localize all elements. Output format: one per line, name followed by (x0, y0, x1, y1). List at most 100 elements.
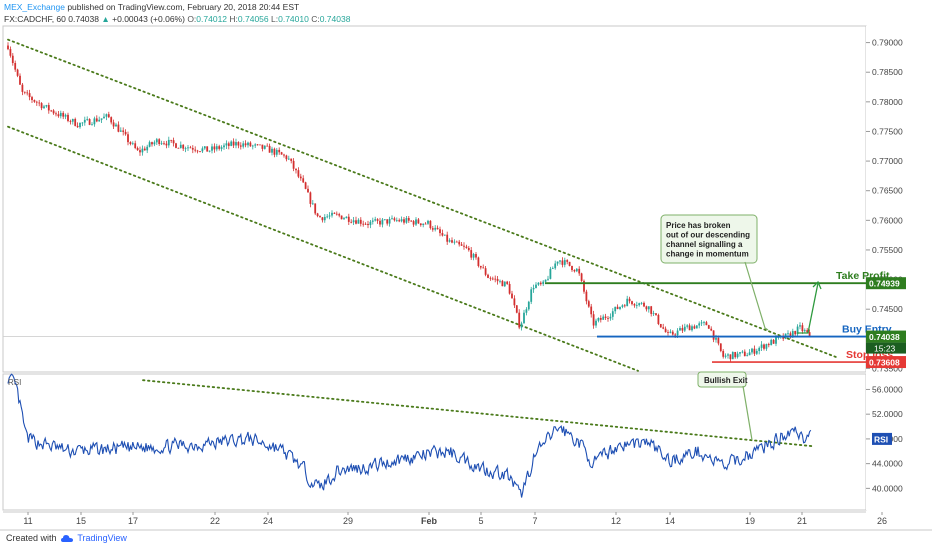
candle-body (86, 119, 89, 120)
candle-body (347, 216, 350, 222)
candle-body (383, 219, 386, 221)
candle-body (549, 268, 552, 279)
candle-body (290, 158, 293, 161)
candle-body (513, 298, 516, 306)
candle-body (801, 325, 804, 332)
candle-body (791, 331, 794, 338)
candle-body (350, 221, 353, 223)
candle-body (647, 306, 650, 310)
stop-loss-price-tag-bg (866, 356, 906, 369)
candle-body (218, 146, 221, 149)
x-tick-label: 5 (478, 516, 483, 526)
candle-body (259, 144, 261, 146)
candle-body (719, 343, 722, 351)
price-pane[interactable] (2, 25, 867, 373)
candle-body (566, 260, 569, 262)
candle-body (655, 313, 657, 315)
callout-line: Price has broken (666, 221, 731, 230)
candle-body (559, 260, 561, 262)
candle-body (681, 328, 684, 331)
candle-body (794, 331, 797, 335)
candle-body (597, 318, 600, 321)
candle-body (355, 220, 357, 224)
candle-body (578, 268, 581, 274)
candle-body (110, 117, 113, 123)
candle-body (59, 112, 62, 117)
candle-body (357, 219, 360, 224)
candle-body (117, 124, 120, 132)
candle-body (79, 122, 81, 128)
x-tick-label: 29 (343, 516, 353, 526)
candle-body (448, 240, 451, 242)
candle-body (199, 151, 201, 153)
candle-body (311, 203, 314, 205)
candle-body (52, 110, 55, 114)
candle-body (9, 49, 12, 56)
candle-body (410, 220, 413, 222)
candle-body (19, 75, 21, 85)
candle-body (314, 203, 317, 214)
rsi-y-tick-label: 52.0000 (872, 409, 903, 419)
candle-body (28, 93, 31, 98)
candle-body (244, 143, 247, 146)
x-tick-label: Feb (421, 516, 438, 526)
candle-body (760, 344, 763, 348)
channel-upper-line[interactable] (7, 38, 839, 359)
candle-body (494, 278, 497, 280)
bullish-exit-box (697, 371, 747, 388)
candle-body (799, 325, 801, 327)
candle-body (724, 355, 727, 357)
rsi-pane[interactable] (2, 373, 867, 511)
candle-body (105, 114, 108, 117)
rsi-line[interactable] (7, 373, 812, 498)
candle-body (789, 333, 792, 338)
candle-body (119, 130, 122, 132)
publisher-name[interactable]: MEX_Exchange (4, 2, 65, 12)
take-profit-price-tag-bg (866, 277, 906, 290)
candle-body (755, 350, 758, 354)
arrow-head-icon (812, 280, 822, 290)
candle-body (191, 148, 194, 150)
candle-body (501, 280, 504, 287)
candle-body (633, 304, 636, 306)
candle-body (321, 217, 324, 221)
x-tick-label: 21 (797, 516, 807, 526)
candle-body (127, 134, 129, 143)
rsi-y-tick-label: 56.0000 (872, 384, 903, 394)
candle-body (196, 150, 199, 152)
candle-body (580, 273, 583, 281)
candle-body (249, 142, 252, 147)
candle-body (467, 247, 470, 251)
candle-body (153, 142, 156, 145)
candle-body (571, 265, 573, 271)
candle-body (343, 218, 345, 220)
candle-body (703, 322, 705, 324)
candle-body (489, 277, 492, 279)
footer: Created with TradingView (6, 533, 127, 543)
candle-body (115, 124, 117, 127)
candle-body (287, 158, 290, 160)
price-axis[interactable] (866, 26, 926, 510)
stop-loss-price-tag: 0.73608 (869, 358, 900, 368)
rsi-trendline[interactable] (142, 379, 815, 448)
candle-body (551, 268, 554, 270)
candle-body (400, 219, 403, 222)
candle-body (21, 84, 24, 92)
candle-body (631, 301, 633, 305)
tradingview-brand[interactable]: TradingView (77, 533, 127, 543)
candle-body (705, 322, 708, 326)
candle-body (143, 148, 146, 151)
candle-body (367, 223, 369, 226)
candle-body (275, 149, 278, 155)
candle-body (451, 240, 453, 243)
candle-body (206, 146, 209, 152)
x-tick-label: 7 (532, 516, 537, 526)
candle-body (35, 101, 38, 103)
open-value: 0.74012 (196, 14, 228, 24)
candle-body (184, 148, 187, 150)
candle-body (748, 352, 751, 356)
candle-body (599, 318, 602, 320)
candle-body (211, 146, 213, 151)
